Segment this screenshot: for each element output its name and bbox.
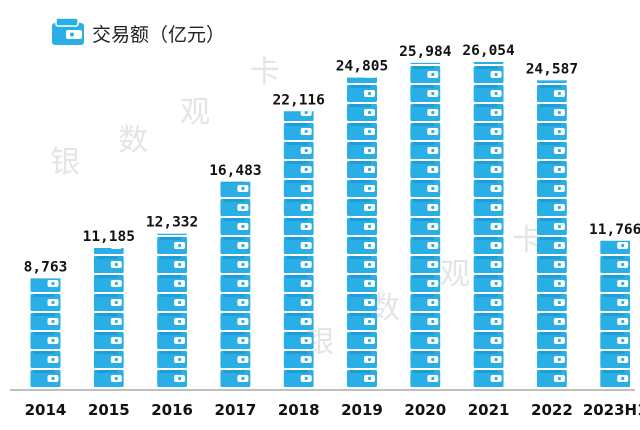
value-label: 25,984 — [399, 44, 452, 60]
category-label: 2021 — [468, 401, 510, 419]
category-label: 2015 — [88, 401, 130, 419]
category-label: 2019 — [341, 401, 383, 419]
value-label: 12,332 — [146, 215, 198, 231]
watermark-char: 观 — [440, 257, 470, 292]
bar — [600, 237, 630, 387]
category-label: 2016 — [151, 401, 193, 419]
bar — [220, 180, 250, 387]
bar — [347, 66, 377, 387]
category-labels: 2014 2015 2016 2017 2018 2019 2020 2021 2022 2023… — [25, 401, 640, 419]
watermark-char: 银 — [50, 145, 80, 180]
value-label: 16,483 — [209, 163, 261, 179]
watermark-char: 卡 — [250, 55, 280, 90]
category-label: 2020 — [404, 401, 446, 419]
value-label: 24,805 — [336, 59, 388, 75]
category-label: 2018 — [278, 401, 320, 419]
bar — [31, 275, 61, 387]
legend: 交易额（亿元） — [52, 18, 225, 46]
bar — [284, 104, 314, 387]
category-label: 2014 — [25, 401, 67, 419]
watermark-char: 观 — [180, 95, 210, 130]
bar — [157, 218, 187, 387]
category-label: 2022 — [531, 401, 573, 419]
category-label: 2023H1 — [583, 401, 640, 419]
value-label: 8,763 — [24, 259, 68, 275]
legend-label: 交易额（亿元） — [92, 24, 225, 46]
value-label: 11,766 — [589, 222, 640, 238]
bar — [94, 237, 124, 387]
category-label: 2017 — [215, 401, 257, 419]
watermark-char: 数 — [118, 123, 148, 158]
bar — [537, 66, 567, 387]
value-label: 22,116 — [273, 92, 325, 108]
chart: 交易额（亿元） 银 数 观 卡 银 数 观 卡 8,76311,18512,33… — [0, 0, 640, 430]
value-label: 26,054 — [462, 43, 515, 59]
bar — [410, 47, 440, 387]
value-label: 11,185 — [83, 229, 135, 245]
value-label: 24,587 — [526, 61, 578, 77]
wallet-icon — [52, 18, 84, 45]
bar — [474, 47, 504, 387]
